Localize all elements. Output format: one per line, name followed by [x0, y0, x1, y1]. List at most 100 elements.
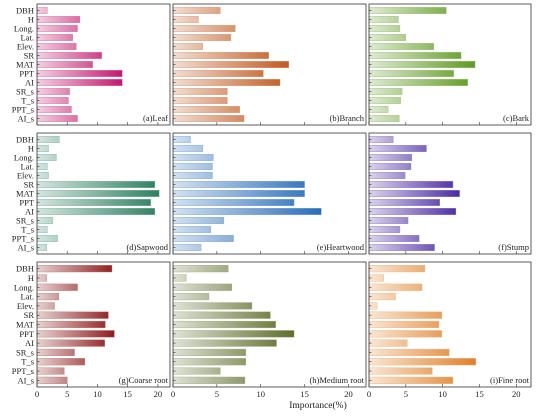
- bar-i-fine-root-ai-s: AI_s: 11.4: [368, 376, 454, 384]
- bar-a-leaf-mat: MAT: 9.2: [36, 61, 93, 68]
- y-tick-label-mat: MAT: [16, 320, 35, 330]
- y-tick-label-ppt: PPT: [19, 329, 34, 339]
- bar-d-sapwood-long: Long.: 3.2: [36, 154, 57, 161]
- bar-h-medium-root-lat: Lat.: 4.1: [172, 293, 210, 301]
- bar-h-medium-root-sr-s: SR_s: 8.3: [172, 348, 247, 356]
- y-tick-label-sr: SR: [24, 51, 35, 61]
- y-tick-label-dbh: DBH: [16, 264, 34, 274]
- bar-b-branch-lat: Lat.: 6.6: [172, 34, 232, 41]
- bar-a-leaf-elev: Elev.: 6.5: [36, 43, 77, 50]
- panel-f-stump: DBH: 3.3 H: 7.8 Long.: 5.8 Lat.: 5.7 Elev.: …: [368, 132, 532, 255]
- bar-d-sapwood-ai: AI: 19.5: [36, 208, 156, 215]
- bar-f-stump-long: Long.: 5.8: [368, 154, 412, 161]
- bar-i-fine-root-ppt: PPT: 9.9: [368, 330, 443, 338]
- y-tick-label-h: H: [28, 15, 34, 25]
- bar-i-fine-root-sr: SR: 9.9: [368, 311, 443, 319]
- bar-c-bark-long: Long.: 4.2: [368, 25, 401, 32]
- bar-c-bark-h: H: 4: [368, 16, 399, 23]
- panel-d-sapwood: DBH: 3.7DBHH: 1.9HLong.: 3.2Long.Lat.: 1…: [12, 132, 171, 255]
- bar-d-sapwood-ppt: PPT: 18.8: [36, 199, 151, 206]
- bar-g-coarse-root-dbh: DBH: 12.4: [36, 265, 113, 273]
- panel-frame: [368, 261, 532, 388]
- bar-h-medium-root-ai-s: AI_s: 8.2: [172, 376, 246, 384]
- x-tick-label-10: 10: [256, 389, 265, 399]
- bar-e-heartwood-ppt-s: PPT_s: 6.9: [172, 235, 234, 242]
- bar-g-coarse-root-elev: Elev.: 2.9: [36, 302, 55, 310]
- x-tick-label-5: 5: [404, 389, 408, 399]
- panel-frame: [36, 3, 171, 126]
- x-tick-label-20: 20: [512, 389, 521, 399]
- bar-g-coarse-root-sr-s: SR_s: 6.2: [36, 348, 75, 356]
- y-tick-label-lat: Lat.: [21, 292, 34, 302]
- panel-frame: [172, 261, 367, 388]
- bar-f-stump-lat: Lat.: 5.7: [368, 163, 412, 170]
- y-tick-label-ai: AI: [25, 207, 34, 217]
- bar-e-heartwood-sr-s: SR_s: 5.8: [172, 217, 225, 224]
- x-tick-label-0: 0: [171, 389, 175, 399]
- bar-c-bark-sr: SR: 12.5: [368, 52, 462, 59]
- y-tick-label-long: Long.: [14, 24, 34, 34]
- y-tick-label-sr-s: SR_s: [16, 216, 34, 226]
- panel-c-bark: DBH: 10.5 H: 4 Long.: 4.2 Lat.: 5 Elev.: 8.8…: [368, 3, 532, 126]
- bar-f-stump-dbh: DBH: 3.3: [368, 136, 394, 143]
- bar-i-fine-root-long: Long.: 7.2: [368, 283, 423, 291]
- bar-i-fine-root-ppt-s: PPT_s: 8.6: [368, 367, 433, 375]
- y-tick-label-t-s: T_s: [21, 357, 34, 367]
- bar-c-bark-elev: Elev.: 8.8: [368, 43, 435, 50]
- bar-b-branch-ppt-s: PPT_s: 7.6: [172, 106, 240, 113]
- bar-e-heartwood-long: Long.: 4.6: [172, 154, 214, 161]
- bar-b-branch-ai: AI: 12.2: [172, 79, 281, 86]
- bar-a-leaf-long: Long.: 6.7: [36, 25, 78, 32]
- x-tick-label-15: 15: [475, 389, 484, 399]
- bar-a-leaf-h: H: 7.1: [36, 16, 81, 23]
- x-tick-label-10: 10: [93, 389, 102, 399]
- bar-h-medium-root-mat: MAT: 11.7: [172, 320, 276, 329]
- bar-e-heartwood-t-s: T_s: 4.3: [172, 226, 211, 233]
- bar-a-leaf-t-s: T_s: 5.2: [36, 97, 69, 104]
- bar-f-stump-ppt: PPT: 9.6: [368, 199, 440, 206]
- bar-f-stump-t-s: T_s: 4.2: [368, 226, 401, 233]
- bar-b-branch-long: Long.: 7.1: [172, 25, 236, 32]
- y-tick-label-ppt-s: PPT_s: [12, 234, 34, 244]
- y-tick-label-ai-s: AI_s: [17, 243, 34, 253]
- bar-h-medium-root-ai: AI: 11.8: [172, 339, 277, 347]
- bar-f-stump-ai: AI: 11.8: [368, 208, 457, 215]
- panel-label-f-stump: (f)Stump: [498, 242, 529, 252]
- y-tick-label-ppt: PPT: [19, 198, 34, 208]
- y-tick-label-ppt-s: PPT_s: [12, 366, 34, 376]
- y-tick-label-sr: SR: [24, 310, 35, 320]
- y-tick-label-t-s: T_s: [21, 225, 34, 235]
- bar-e-heartwood-mat: MAT: 15: [172, 190, 305, 197]
- bar-c-bark-ai: AI: 13.4: [368, 79, 468, 86]
- bar-c-bark-sr-s: SR_s: 4.5: [368, 88, 403, 95]
- panel-g-coarse-root: DBH: 12.4DBHH: 1.6HLong.: 6.7Long.Lat.: …: [12, 261, 171, 399]
- y-tick-label-ppt-s: PPT_s: [12, 105, 34, 115]
- bar-d-sapwood-dbh: DBH: 3.7: [36, 136, 60, 143]
- bar-h-medium-root-elev: Elev.: 9: [172, 302, 253, 310]
- bar-g-coarse-root-ai-s: AI_s: 5: [36, 376, 68, 384]
- bar-a-leaf-lat: Lat.: 5.9: [36, 34, 73, 41]
- x-tick-label-20: 20: [154, 389, 163, 399]
- bar-i-fine-root-dbh: DBH: 7.6: [368, 265, 426, 273]
- bar-a-leaf-ai-s: AI_s: 6.7: [36, 115, 78, 122]
- bar-b-branch-t-s: T_s: 6.2: [172, 97, 228, 104]
- y-tick-label-ai: AI: [25, 338, 34, 348]
- x-tick-label-5: 5: [65, 389, 69, 399]
- y-tick-label-ai: AI: [25, 78, 34, 88]
- bar-e-heartwood-ppt: PPT: 13.8: [172, 199, 295, 206]
- y-tick-label-ai-s: AI_s: [17, 114, 34, 124]
- bar-b-branch-mat: MAT: 13.2: [172, 61, 290, 68]
- bar-b-branch-h: H: 2.9: [172, 16, 199, 23]
- panel-label-h-medium-root: (h)Medium root: [309, 375, 364, 385]
- y-tick-label-long: Long.: [14, 153, 34, 163]
- bar-b-branch-ppt: PPT: 10.3: [172, 70, 264, 77]
- bar-g-coarse-root-ppt-s: PPT_s: 4.5: [36, 367, 65, 375]
- bar-i-fine-root-t-s: T_s: 14.5: [368, 358, 476, 366]
- bar-e-heartwood-h: H: 3.4: [172, 145, 204, 152]
- y-tick-label-long: Long.: [14, 282, 34, 292]
- bar-c-bark-ppt-s: PPT_s: 2.6: [368, 106, 389, 113]
- panel-frame: [172, 3, 367, 126]
- panel-label-b-branch: (b)Branch: [330, 113, 365, 123]
- bar-g-coarse-root-ppt: PPT: 12.8: [36, 330, 115, 338]
